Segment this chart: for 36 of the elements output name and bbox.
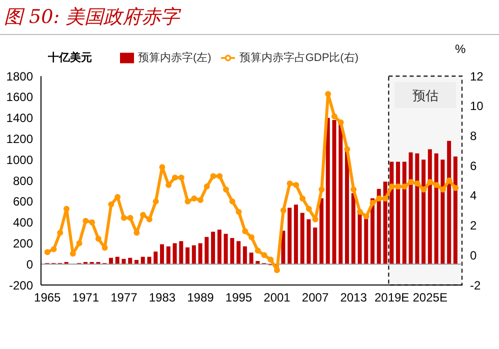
x-tick-label: 1971 — [72, 290, 100, 305]
legend-label: 预算内赤字(左) — [138, 52, 212, 64]
x-tick-label: 1977 — [110, 290, 138, 305]
y-tick-label: 1600 — [6, 90, 34, 104]
y-tick-label: 1400 — [6, 111, 34, 126]
y-tick-label: 1000 — [6, 152, 34, 167]
y2-tick-label: 12 — [470, 69, 484, 84]
band-label: 预估 — [412, 88, 438, 104]
x-tick-label: 2007 — [302, 290, 329, 305]
y-tick-label: -200 — [8, 278, 34, 292]
x-tick-label: 2013 — [340, 290, 368, 305]
y2-tick-label: 2 — [470, 218, 477, 233]
x-tick-label: 2001 — [264, 290, 291, 305]
x-tick-label: 2025E — [412, 290, 448, 305]
y-tick-label: 1200 — [6, 132, 34, 146]
y2-tick-label: 8 — [470, 129, 477, 144]
chart-title: 图 50: 美国政府赤字 — [4, 5, 180, 30]
x-tick-label: 2019E — [374, 290, 410, 305]
y2-tick-label: 10 — [470, 99, 484, 114]
y2-tick-label: -2 — [470, 278, 481, 292]
x-tick-label: 1995 — [225, 290, 252, 305]
y2-tick-label: 4 — [470, 188, 477, 203]
y-tick-label: 200 — [12, 236, 34, 250]
legend-label: 预算内赤字占GDP比(右) — [239, 52, 358, 64]
y2-tick-label: 0 — [470, 248, 477, 262]
y-tick-label: 400 — [12, 216, 34, 230]
y2-axis-title: % — [455, 42, 466, 56]
x-tick-label: 1983 — [148, 290, 176, 305]
y-tick-label: 0 — [26, 257, 34, 272]
y-axis-title: 十亿美元 — [48, 50, 92, 65]
y2-tick-label: 6 — [470, 158, 477, 173]
y-tick-label: 1800 — [6, 69, 34, 84]
x-tick-label: 1965 — [34, 290, 62, 305]
x-tick-label: 1989 — [187, 290, 214, 305]
y-tick-label: 800 — [12, 174, 34, 188]
y-tick-label: 600 — [12, 194, 34, 209]
